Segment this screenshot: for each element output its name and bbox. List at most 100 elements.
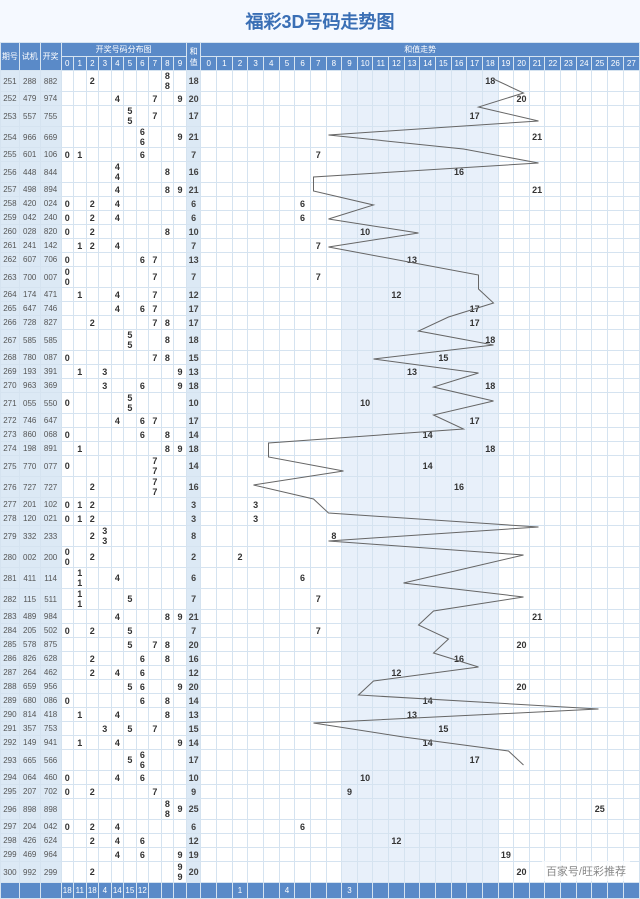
cell-dist	[174, 652, 187, 666]
cell-trend	[279, 183, 295, 197]
cell-dist	[74, 414, 87, 428]
cell-trend	[592, 414, 608, 428]
cell-trend	[451, 456, 467, 477]
cell-trend	[529, 477, 545, 498]
cell-trend	[545, 92, 561, 106]
cell-dist	[124, 834, 137, 848]
cell-trend	[326, 92, 342, 106]
cell-trend	[608, 848, 624, 862]
cell-trend	[436, 799, 452, 820]
cell-dist	[99, 862, 112, 883]
cell-trend	[404, 393, 420, 414]
cell-trend	[342, 610, 358, 624]
cell-trend	[232, 239, 248, 253]
data-row: 2675855855 581818	[1, 330, 640, 351]
cell-kai: 042	[40, 820, 61, 834]
footer-trend	[529, 883, 545, 899]
cell-trend	[467, 498, 483, 512]
cell-dist	[86, 148, 99, 162]
cell-trend	[326, 239, 342, 253]
cell-trend	[592, 477, 608, 498]
cell-trend	[561, 127, 577, 148]
cell-dist: 0	[61, 694, 74, 708]
cell-dist: 7	[149, 92, 162, 106]
cell-trend	[201, 288, 217, 302]
cell-trend	[608, 302, 624, 316]
cell-trend	[529, 834, 545, 848]
cell-dist	[149, 862, 162, 883]
data-row: 2800022000 0222	[1, 547, 640, 568]
cell-dist: 2	[86, 526, 99, 547]
hdr-t-12: 12	[389, 57, 405, 71]
cell-dist	[161, 379, 174, 393]
cell-dist	[136, 736, 149, 750]
cell-dist	[86, 848, 99, 862]
cell-trend	[467, 834, 483, 848]
cell-trend	[436, 694, 452, 708]
cell-trend	[467, 183, 483, 197]
cell-dist	[74, 253, 87, 267]
cell-trend	[295, 694, 311, 708]
cell-trend	[451, 92, 467, 106]
cell-trend-hit: 12	[389, 666, 405, 680]
footer-dist	[149, 883, 162, 899]
footer-dist	[174, 883, 187, 899]
cell-sum: 6	[186, 197, 201, 211]
cell-dist: 5	[124, 680, 137, 694]
data-row: 2641744711471212	[1, 288, 640, 302]
cell-trend	[482, 589, 498, 610]
cell-trend	[357, 148, 373, 162]
cell-dist: 8	[161, 428, 174, 442]
cell-trend-hit: 17	[467, 106, 483, 127]
cell-dist	[99, 393, 112, 414]
cell-dist	[111, 799, 124, 820]
cell-trend	[482, 197, 498, 211]
data-row: 2896800860681414	[1, 694, 640, 708]
cell-trend	[248, 239, 264, 253]
cell-trend	[608, 526, 624, 547]
cell-dist	[136, 183, 149, 197]
cell-trend	[592, 568, 608, 589]
cell-trend	[357, 568, 373, 589]
cell-trend	[498, 512, 514, 526]
cell-sum: 10	[186, 771, 201, 785]
cell-dist	[61, 414, 74, 428]
cell-trend	[373, 680, 389, 694]
cell-dist	[111, 316, 124, 330]
cell-dist	[61, 71, 74, 92]
cell-trend	[263, 456, 279, 477]
cell-trend	[373, 820, 389, 834]
cell-dist	[161, 512, 174, 526]
cell-trend	[217, 799, 233, 820]
cell-dist: 4	[111, 610, 124, 624]
cell-trend	[342, 848, 358, 862]
cell-dist	[74, 393, 87, 414]
cell-sum: 17	[186, 750, 201, 771]
cell-trend	[326, 267, 342, 288]
cell-dist	[174, 330, 187, 351]
cell-trend	[217, 680, 233, 694]
cell-trend	[342, 365, 358, 379]
cell-trend	[310, 666, 326, 680]
cell-dist: 7	[149, 638, 162, 652]
cell-dist	[86, 428, 99, 442]
cell-trend	[217, 211, 233, 225]
cell-dist: 5 5	[124, 106, 137, 127]
cell-shi: 700	[19, 267, 40, 288]
cell-trend	[404, 442, 420, 456]
cell-dist: 2	[86, 652, 99, 666]
cell-trend	[498, 393, 514, 414]
cell-trend	[420, 239, 436, 253]
cell-trend	[482, 736, 498, 750]
cell-trend-hit: 6	[295, 568, 311, 589]
cell-trend	[404, 379, 420, 393]
cell-trend	[295, 106, 311, 127]
cell-trend	[420, 71, 436, 92]
footer-trend	[498, 883, 514, 899]
cell-trend-hit: 16	[451, 652, 467, 666]
cell-trend	[248, 365, 264, 379]
cell-trend	[389, 785, 405, 799]
hdr-t-14: 14	[420, 57, 436, 71]
cell-dist	[61, 862, 74, 883]
cell-trend	[279, 127, 295, 148]
